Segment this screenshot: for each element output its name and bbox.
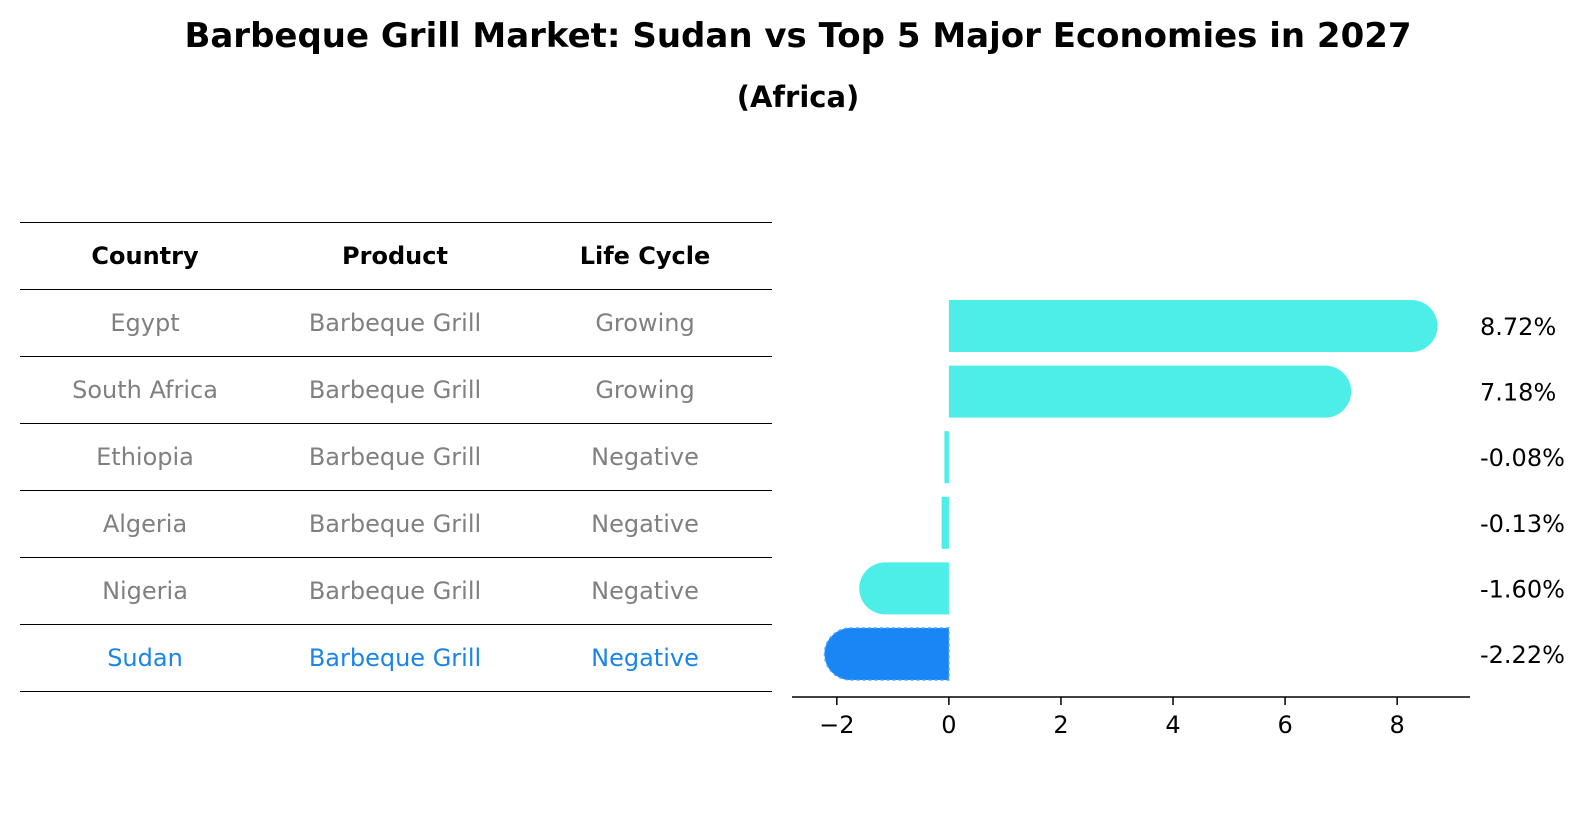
cell-country: Sudan [107, 644, 183, 672]
table-header-row: Country Product Life Cycle [20, 222, 772, 289]
cell-product: Barbeque Grill [308, 376, 482, 404]
bar-south-africa [948, 365, 1352, 418]
cell-life-cycle: Negative [591, 577, 699, 605]
cell-life-cycle: Growing [595, 376, 695, 404]
table-row: South Africa Barbeque Grill Growing [20, 356, 772, 423]
value-label: -2.22% [1480, 641, 1565, 669]
bar-algeria [941, 496, 949, 549]
bar-ethiopia [944, 431, 949, 484]
cell-country: Egypt [110, 309, 180, 337]
x-tick-label: 4 [1165, 711, 1180, 739]
header-life-cycle: Life Cycle [579, 242, 711, 270]
cell-product: Barbeque Grill [308, 443, 482, 471]
cell-product: Barbeque Grill [308, 309, 482, 337]
table-row-highlight: Sudan Barbeque Grill Negative [20, 624, 772, 692]
table-row: Algeria Barbeque Grill Negative [20, 490, 772, 557]
x-tick-label: 2 [1053, 711, 1068, 739]
header-product: Product [342, 242, 448, 270]
table-row: Nigeria Barbeque Grill Negative [20, 557, 772, 624]
table-row: Egypt Barbeque Grill Growing [20, 289, 772, 356]
cell-product: Barbeque Grill [308, 510, 482, 538]
cell-life-cycle: Negative [591, 443, 699, 471]
cell-product: Barbeque Grill [308, 577, 482, 605]
x-tick-label: 8 [1390, 711, 1405, 739]
bar-nigeria [859, 562, 949, 615]
value-label: 7.18% [1480, 379, 1556, 407]
cell-country: South Africa [72, 376, 218, 404]
value-label: -1.60% [1480, 575, 1565, 603]
bar-egypt [948, 300, 1438, 352]
cell-country: Nigeria [102, 577, 188, 605]
data-table: Country Product Life Cycle Egypt Barbequ… [20, 222, 772, 692]
cell-life-cycle: Negative [591, 510, 699, 538]
x-tick-label: −2 [819, 711, 854, 739]
chart-title: Barbeque Grill Market: Sudan vs Top 5 Ma… [184, 16, 1412, 56]
value-label: -0.08% [1480, 444, 1565, 472]
cell-country: Ethiopia [96, 443, 194, 471]
bar-sudan [823, 627, 950, 681]
cell-life-cycle: Negative [591, 644, 699, 672]
cell-life-cycle: Growing [595, 309, 695, 337]
x-tick-label: 6 [1277, 711, 1292, 739]
cell-country: Algeria [102, 510, 188, 538]
value-label: 8.72% [1480, 313, 1556, 341]
chart-subtitle: (Africa) [736, 80, 860, 114]
value-label: -0.13% [1480, 510, 1565, 538]
table-row: Ethiopia Barbeque Grill Negative [20, 423, 772, 490]
x-tick-label: 0 [941, 711, 956, 739]
cell-product: Barbeque Grill [308, 644, 482, 672]
header-country: Country [91, 242, 199, 270]
